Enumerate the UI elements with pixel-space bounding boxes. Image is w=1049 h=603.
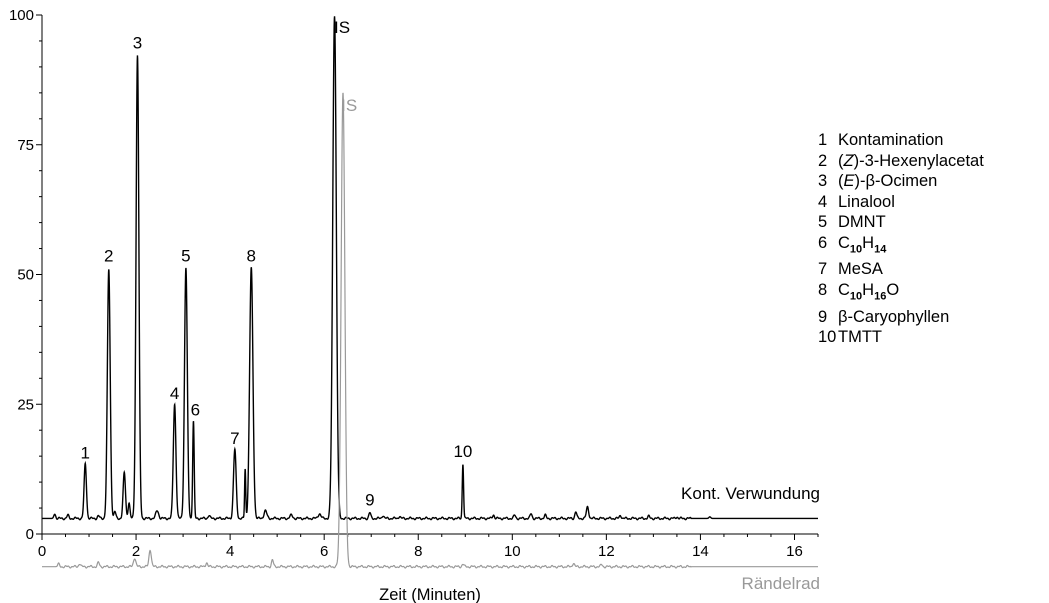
peak-label: 10	[453, 442, 472, 461]
legend-item: 1 Kontamination	[818, 130, 984, 151]
y-tick-label: 75	[17, 137, 34, 154]
series-label-raendelrad: Rändelrad	[742, 574, 820, 593]
legend-label: Linalool	[838, 192, 895, 211]
peak-label: 6	[191, 401, 200, 420]
x-tick-label: 12	[598, 543, 615, 560]
y-tick-label: 0	[26, 526, 34, 543]
legend-item: 8 C10H16O	[818, 280, 984, 307]
x-axis-title: Zeit (Minuten)	[379, 586, 481, 603]
legend-number: 4	[818, 192, 828, 211]
legend-label: (E)-β-Ocimen	[838, 172, 938, 190]
x-tick-label: 16	[786, 543, 803, 560]
peak-label: 2	[104, 247, 113, 266]
legend-number: 6	[818, 233, 828, 252]
compound-legend: 1 Kontamination 2 (Z)-3-Hexenylacetat 3 (E)…	[818, 130, 984, 348]
peak-label: 7	[230, 429, 239, 448]
x-tick-label: 14	[692, 543, 709, 560]
peak-label: IS	[334, 18, 350, 37]
x-tick-label: 4	[226, 543, 234, 560]
peak-label: 4	[170, 384, 179, 403]
legend-label: TMTT	[838, 328, 882, 347]
legend-label: (Z)-3-Hexenylacetat	[838, 151, 984, 170]
legend-item: 3 (E)-β-Ocimen	[818, 171, 984, 192]
peak-label: 1	[81, 444, 90, 463]
legend-item: 6 C10H14	[818, 233, 984, 260]
x-tick-label: 10	[504, 543, 521, 560]
y-tick-label: 25	[17, 396, 34, 413]
x-tick-label: 0	[38, 543, 46, 560]
legend-label: C10H16O	[838, 280, 900, 303]
legend-label: DMNT	[838, 213, 886, 231]
legend-item: 9 β-Caryophyllen	[818, 307, 984, 328]
trace-kont-verwundung	[42, 16, 818, 521]
series-label-kont-verwundung: Kont. Verwundung	[681, 484, 820, 503]
y-tick-label: 50	[17, 267, 34, 284]
peak-label: IS	[341, 96, 357, 115]
legend-label: C10H14	[838, 233, 887, 255]
legend-item: 2 (Z)-3-Hexenylacetat	[818, 151, 984, 172]
x-tick-label: 8	[414, 543, 422, 560]
y-tick-label: 100	[9, 7, 34, 24]
legend-number: 8	[818, 280, 828, 299]
legend-number: 5	[818, 213, 828, 231]
legend-item: 10TMTT	[818, 327, 984, 348]
legend-number: 10	[818, 328, 837, 347]
legend-number: 1	[818, 131, 828, 149]
legend-item: 7 MeSA	[818, 259, 984, 280]
peak-label: 8	[247, 247, 256, 266]
legend-number: 7	[818, 260, 828, 279]
legend-number: 2	[818, 151, 828, 170]
peak-label: 5	[181, 247, 190, 266]
x-tick-label: 2	[132, 543, 140, 560]
legend-item: 4 Linalool	[818, 192, 984, 213]
legend-number: 3	[818, 172, 828, 190]
legend-label: β-Caryophyllen	[838, 307, 950, 326]
legend-label: MeSA	[838, 260, 883, 279]
peak-label: 3	[133, 34, 142, 53]
legend-number: 9	[818, 307, 828, 326]
trace-raendelrad	[42, 92, 818, 569]
peak-label: 9	[365, 490, 374, 509]
legend-label: Kontamination	[838, 131, 944, 149]
x-tick-label: 6	[320, 543, 328, 560]
legend-item: 5 DMNT	[818, 212, 984, 233]
